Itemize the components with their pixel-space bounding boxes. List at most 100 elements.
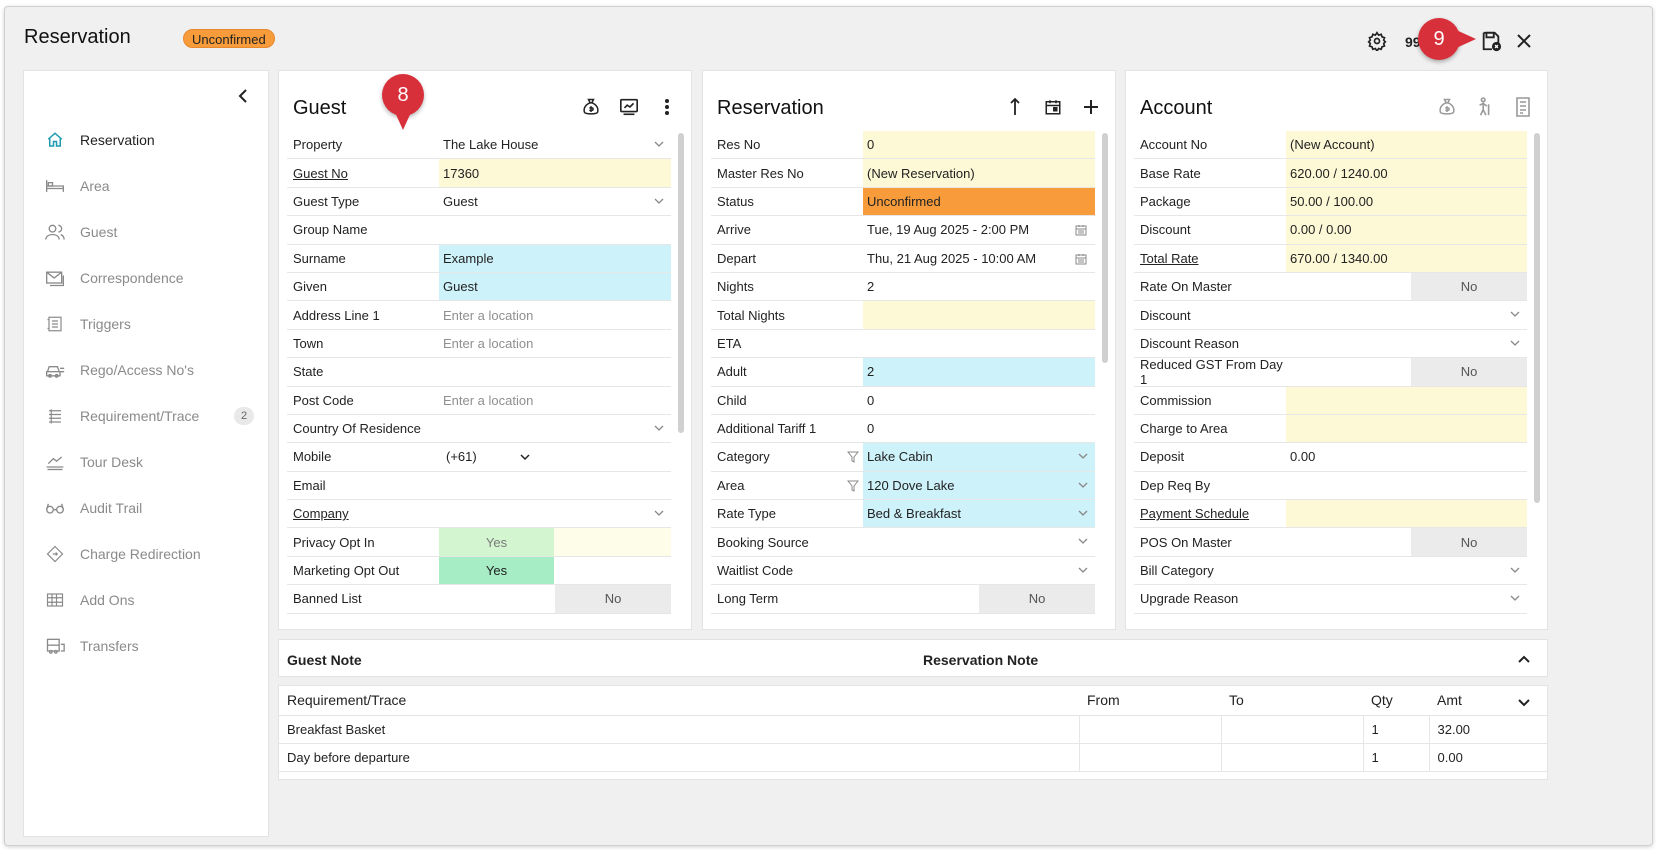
settings-gear-icon[interactable] bbox=[1366, 30, 1388, 52]
long-term-yes-toggle[interactable] bbox=[863, 585, 979, 612]
post-code-field[interactable]: Enter a location bbox=[443, 392, 534, 408]
rate-type-select[interactable]: Bed & Breakfast bbox=[863, 500, 1095, 528]
area-select[interactable]: 120 Dove Lake bbox=[863, 471, 1095, 500]
waitlist-code-select[interactable] bbox=[863, 557, 1095, 584]
bill-category-select[interactable] bbox=[1286, 557, 1527, 584]
upgrade-reason-select[interactable] bbox=[1286, 585, 1527, 612]
surname-field[interactable]: Example bbox=[439, 244, 671, 272]
sidebar-item-add-ons[interactable]: Add Ons bbox=[24, 577, 268, 623]
res-no-field[interactable]: 0 bbox=[863, 131, 1095, 159]
sidebar-item-guest[interactable]: Guest bbox=[24, 209, 268, 255]
table-row[interactable]: Breakfast Basket 1 32.00 bbox=[279, 715, 1547, 744]
sidebar-item-transfers[interactable]: Transfers bbox=[24, 623, 268, 669]
guest-no-field[interactable]: 17360 bbox=[439, 159, 671, 187]
discount-reason-select[interactable] bbox=[1286, 330, 1527, 357]
chevron-down-icon[interactable] bbox=[1517, 696, 1531, 710]
company-link[interactable]: Company bbox=[293, 506, 349, 522]
company-select[interactable] bbox=[439, 500, 671, 527]
reduced-gst-yes-toggle[interactable] bbox=[1286, 358, 1411, 385]
calendar-icon[interactable] bbox=[1075, 224, 1087, 236]
privacy-yes-toggle[interactable]: Yes bbox=[439, 528, 554, 556]
reservation-note-tab[interactable]: Reservation Note bbox=[923, 652, 1039, 668]
sidebar-item-triggers[interactable]: Triggers bbox=[24, 301, 268, 347]
guest-scrollbar[interactable] bbox=[678, 133, 684, 433]
privacy-no-toggle[interactable] bbox=[554, 528, 671, 556]
total-rate-link[interactable]: Total Rate bbox=[1140, 250, 1199, 266]
filter-icon[interactable] bbox=[847, 451, 859, 464]
pos-on-master-yes-toggle[interactable] bbox=[1286, 528, 1411, 555]
email-field[interactable] bbox=[439, 472, 671, 499]
filter-icon[interactable] bbox=[847, 480, 859, 492]
reduced-gst-no-toggle[interactable]: No bbox=[1411, 358, 1527, 386]
arrive-datetime-field[interactable]: Tue, 19 Aug 2025 - 2:00 PM bbox=[863, 216, 1095, 243]
guest-type-select[interactable]: Guest bbox=[439, 188, 671, 215]
booking-source-select[interactable] bbox=[863, 528, 1095, 555]
discount-select[interactable] bbox=[1286, 301, 1527, 328]
total-nights-field[interactable] bbox=[863, 301, 1095, 329]
package-field[interactable]: 50.00 / 100.00 bbox=[1286, 187, 1527, 216]
property-select[interactable]: The Lake House bbox=[439, 131, 671, 158]
chevron-up-icon[interactable] bbox=[1517, 652, 1531, 666]
save-close-icon[interactable] bbox=[1480, 30, 1502, 52]
discount-amount-field[interactable]: 0.00 / 0.00 bbox=[1286, 216, 1527, 244]
dep-req-by-field[interactable] bbox=[1286, 472, 1527, 499]
receipt-icon[interactable] bbox=[1511, 95, 1535, 119]
sidebar-item-charge-redirection[interactable]: Charge Redirection bbox=[24, 531, 268, 577]
rate-on-master-yes-toggle[interactable] bbox=[1286, 273, 1411, 300]
mobile-field[interactable]: (+61) bbox=[439, 443, 671, 470]
category-select[interactable]: Lake Cabin bbox=[863, 443, 1095, 471]
sidebar-item-correspondence[interactable]: Correspondence bbox=[24, 255, 268, 301]
sidebar-item-audit-trail[interactable]: Audit Trail bbox=[24, 485, 268, 531]
guest-no-link[interactable]: Guest No bbox=[293, 165, 348, 181]
marketing-yes-toggle[interactable]: Yes bbox=[439, 556, 554, 585]
export-up-arrow-icon[interactable] bbox=[1003, 95, 1027, 119]
guest-card-icon[interactable] bbox=[617, 95, 641, 119]
collapse-chevron-left-icon[interactable] bbox=[234, 87, 252, 105]
total-rate-field[interactable]: 670.00 / 1340.00 bbox=[1286, 244, 1527, 272]
payment-schedule-field[interactable] bbox=[1286, 500, 1527, 528]
calendar-icon[interactable] bbox=[1041, 95, 1065, 119]
money-bag-icon[interactable] bbox=[1435, 95, 1459, 119]
calendar-icon[interactable] bbox=[1075, 253, 1087, 265]
sidebar-item-requirement-trace[interactable]: Requirement/Trace 2 bbox=[24, 393, 268, 439]
long-term-no-toggle[interactable]: No bbox=[979, 585, 1095, 613]
banned-no-toggle[interactable]: No bbox=[555, 585, 671, 613]
child-field[interactable]: 0 bbox=[867, 392, 875, 408]
more-vertical-icon[interactable] bbox=[655, 95, 679, 119]
commission-field[interactable] bbox=[1286, 386, 1527, 414]
master-res-no-field[interactable]: (New Reservation) bbox=[863, 159, 1095, 187]
account-scrollbar[interactable] bbox=[1534, 133, 1540, 503]
account-no-field[interactable]: (New Account) bbox=[1286, 131, 1527, 159]
additional-tariff-field[interactable]: 0 bbox=[867, 421, 875, 437]
payment-schedule-link[interactable]: Payment Schedule bbox=[1140, 506, 1250, 522]
charge-to-area-field[interactable] bbox=[1286, 414, 1527, 443]
address-line-1-field[interactable]: Enter a location bbox=[443, 307, 534, 323]
close-icon[interactable] bbox=[1513, 30, 1535, 52]
adult-field[interactable]: 2 bbox=[863, 358, 1095, 386]
group-name-field[interactable] bbox=[439, 216, 671, 243]
sidebar-item-tour-desk[interactable]: Tour Desk bbox=[24, 439, 268, 485]
given-field[interactable]: Guest bbox=[439, 272, 671, 301]
sidebar-item-rego-access[interactable]: Rego/Access No's bbox=[24, 347, 268, 393]
marketing-no-toggle[interactable] bbox=[554, 557, 671, 584]
base-rate-field[interactable]: 620.00 / 1240.00 bbox=[1286, 159, 1527, 187]
add-plus-icon[interactable] bbox=[1079, 95, 1103, 119]
status-field[interactable]: Unconfirmed bbox=[863, 187, 1095, 216]
sidebar-item-reservation[interactable]: Reservation bbox=[24, 117, 268, 163]
sidebar-item-area[interactable]: Area bbox=[24, 163, 268, 209]
reservation-scrollbar[interactable] bbox=[1102, 133, 1108, 363]
deposit-field[interactable]: 0.00 bbox=[1290, 449, 1316, 465]
state-field[interactable] bbox=[439, 358, 671, 385]
rate-on-master-no-toggle[interactable]: No bbox=[1411, 272, 1527, 301]
banned-yes-toggle[interactable] bbox=[439, 585, 555, 612]
table-row[interactable]: Day before departure 1 0.00 bbox=[279, 743, 1547, 772]
money-bag-icon[interactable] bbox=[579, 95, 603, 119]
town-field[interactable]: Enter a location bbox=[443, 335, 534, 351]
pos-on-master-no-toggle[interactable]: No bbox=[1411, 528, 1527, 556]
eta-field[interactable] bbox=[863, 330, 1095, 357]
nights-field[interactable]: 2 bbox=[867, 279, 875, 295]
person-walking-icon[interactable] bbox=[1473, 95, 1497, 119]
country-select[interactable] bbox=[587, 415, 671, 442]
depart-datetime-field[interactable]: Thu, 21 Aug 2025 - 10:00 AM bbox=[863, 245, 1095, 272]
guest-note-tab[interactable]: Guest Note bbox=[287, 652, 362, 668]
